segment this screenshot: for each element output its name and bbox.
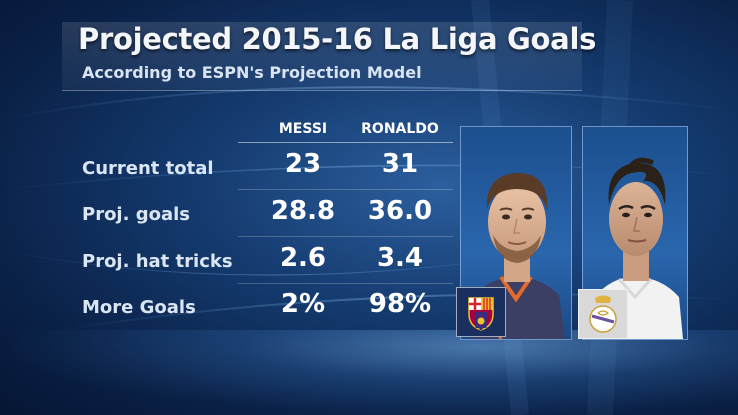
ronaldo-proj-goals: 36.0 — [367, 196, 433, 226]
floor-glow — [0, 330, 738, 415]
row-label-current-total: Current total — [82, 158, 214, 179]
messi-proj-goals: 28.8 — [270, 196, 336, 226]
ronaldo-more-goals: 98% — [368, 289, 432, 319]
messi-more-goals: 2% — [280, 289, 326, 319]
title-bar — [62, 22, 582, 91]
row-divider — [238, 189, 453, 190]
messi-proj-hat-tricks: 2.6 — [279, 243, 327, 273]
column-header-ronaldo: RONALDO — [361, 121, 439, 137]
row-label-proj-hat-tricks: Proj. hat tricks — [82, 251, 233, 272]
row-divider — [238, 236, 453, 237]
real-madrid-crest-icon — [578, 289, 628, 339]
row-label-more-goals: More Goals — [82, 297, 196, 318]
fc-barcelona-crest-icon — [456, 287, 506, 337]
header-divider — [238, 142, 453, 143]
ronaldo-current-total: 31 — [381, 149, 419, 179]
messi-current-total: 23 — [284, 149, 322, 179]
ronaldo-proj-hat-tricks: 3.4 — [376, 243, 424, 273]
page-title: Projected 2015-16 La Liga Goals — [78, 22, 597, 56]
column-header-messi: MESSI — [278, 121, 328, 137]
row-divider — [238, 283, 453, 284]
page-subtitle: According to ESPN's Projection Model — [82, 63, 422, 82]
row-label-proj-goals: Proj. goals — [82, 204, 190, 225]
